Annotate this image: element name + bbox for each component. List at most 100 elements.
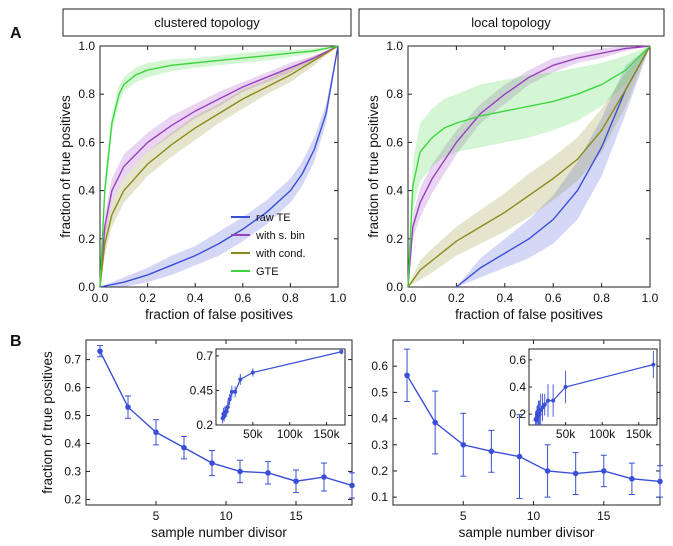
title-box-local xyxy=(358,8,665,37)
inset-data-point xyxy=(238,377,243,382)
series-line xyxy=(99,45,339,288)
inset-data-point xyxy=(551,398,556,403)
title-box-clustered xyxy=(62,8,352,37)
x-tick-label: 0.8 xyxy=(593,291,610,305)
data-point xyxy=(125,404,131,410)
y-axis-label: fraction of true positives xyxy=(40,351,55,494)
panel-clustered-roc: 0.0 0.2 0.4 0.6 0.8 1.0 0.0 0.2 0.4 0.6 0.8 1.0 frac… xyxy=(58,39,347,322)
x-tick-label: 0.6 xyxy=(234,291,251,305)
inset-x-tick-label: 100k xyxy=(277,427,304,441)
y-tick-label: 0.2 xyxy=(64,492,81,506)
plot-frame xyxy=(392,339,661,506)
inset-y-tick-label: 0.2 xyxy=(509,407,526,421)
inset-data-point xyxy=(250,370,255,375)
data-point xyxy=(97,348,103,354)
inset-y-tick-label: 0.4 xyxy=(509,380,526,394)
inset-plot: 50k 100k 150k 0.2 0.45 0.7 xyxy=(190,348,346,441)
y-tick-label: 0.6 xyxy=(64,381,81,395)
x-axis-label: fraction of false positives xyxy=(145,307,293,322)
data-point xyxy=(432,419,438,426)
series-line xyxy=(99,350,353,487)
y-tick-label: 0.3 xyxy=(64,464,81,478)
x-tick-label: 0.6 xyxy=(545,291,562,305)
data-point xyxy=(572,470,579,477)
series-line xyxy=(99,45,339,288)
plot-frame xyxy=(85,339,353,506)
data-point xyxy=(544,468,551,474)
series-line xyxy=(407,45,651,288)
y-tick-label: 0.5 xyxy=(64,409,81,423)
y-tick-label: 0.2 xyxy=(78,232,95,246)
series-line xyxy=(99,45,339,288)
confidence-band xyxy=(408,46,650,287)
data-point xyxy=(321,474,327,480)
legend-label: with s. bin xyxy=(255,230,305,242)
x-tick-label: 0.4 xyxy=(187,291,204,305)
section-label-a: A xyxy=(10,25,22,42)
data-point xyxy=(209,460,215,466)
x-tick-label: 5 xyxy=(153,509,160,523)
y-tick-label: 0.6 xyxy=(78,135,95,149)
inset-x-tick-label: 100k xyxy=(589,427,616,441)
x-tick-label: 10 xyxy=(527,509,541,523)
confidence-band xyxy=(100,46,338,287)
x-tick-label: 0.4 xyxy=(496,291,513,305)
data-point xyxy=(153,429,159,436)
inset-data-point xyxy=(563,385,568,389)
data-point xyxy=(488,448,495,455)
data-point xyxy=(629,476,635,482)
confidence-band xyxy=(408,46,650,287)
plot-frame xyxy=(407,45,651,288)
panel-clustered-divisor: 5 10 15 0.2 0.3 0.4 0.5 0.6 0.7 sample number div… xyxy=(40,339,355,540)
y-tick-label: 1.0 xyxy=(386,39,403,53)
title-local: local topology xyxy=(471,15,551,30)
y-tick-label: 0.4 xyxy=(371,412,388,426)
title-clustered: clustered topology xyxy=(154,15,260,30)
y-tick-label: 0.2 xyxy=(386,232,403,246)
inset-data-point xyxy=(229,389,234,394)
x-tick-label: 0.8 xyxy=(282,291,299,305)
inset-data-point xyxy=(227,397,232,402)
inset-x-tick-label: 50k xyxy=(243,427,263,441)
x-tick-label: 5 xyxy=(460,509,467,523)
series-line xyxy=(406,374,661,483)
x-tick-label: 0.0 xyxy=(400,291,417,305)
inset-data-point xyxy=(540,405,545,410)
y-tick-label: 0.8 xyxy=(78,87,95,101)
x-tick-label: 10 xyxy=(219,509,233,523)
y-axis-label: fraction of true positives xyxy=(366,95,381,238)
plot-frame xyxy=(99,45,339,288)
inset-data-point xyxy=(546,398,551,403)
y-tick-label: 0.7 xyxy=(64,353,81,367)
series-line xyxy=(455,45,651,288)
inset-y-tick-label: 0.2 xyxy=(196,418,213,432)
x-tick-label: 0.0 xyxy=(92,291,109,305)
x-tick-label: 0.2 xyxy=(448,291,465,305)
y-tick-label: 0.0 xyxy=(78,280,95,294)
y-tick-label: 0.4 xyxy=(78,184,95,198)
inset-data-point xyxy=(225,405,230,410)
inset-plot: 50k 100k 150k 0.2 0.4 0.6 xyxy=(509,348,658,441)
y-tick-label: 0.2 xyxy=(371,464,388,478)
data-point xyxy=(265,470,271,476)
confidence-band xyxy=(456,46,650,287)
y-tick-label: 0.4 xyxy=(64,436,81,450)
y-axis-label: fraction of true positives xyxy=(58,95,73,238)
y-tick-label: 0.3 xyxy=(371,438,388,452)
legend-label: with cond. xyxy=(255,248,306,260)
data-point xyxy=(657,478,663,485)
legend-label: GTE xyxy=(256,266,279,278)
x-tick-label: 1.0 xyxy=(330,291,347,305)
y-tick-label: 1.0 xyxy=(78,39,95,53)
confidence-band xyxy=(100,46,338,287)
y-tick-label: 0.4 xyxy=(386,184,403,198)
data-point xyxy=(293,478,299,485)
x-tick-label: 0.2 xyxy=(139,291,156,305)
inset-x-tick-label: 150k xyxy=(314,427,341,441)
inset-y-tick-label: 0.6 xyxy=(509,353,526,367)
panel-local-roc: 0.0 0.2 0.4 0.6 0.8 1.0 0.0 0.2 0.4 0.6 0.8 1.0 frac… xyxy=(366,39,659,322)
x-tick-label: 1.0 xyxy=(642,291,659,305)
data-point xyxy=(600,468,607,474)
inset-data-point xyxy=(651,362,656,367)
inset-y-tick-label: 0.7 xyxy=(196,349,213,363)
